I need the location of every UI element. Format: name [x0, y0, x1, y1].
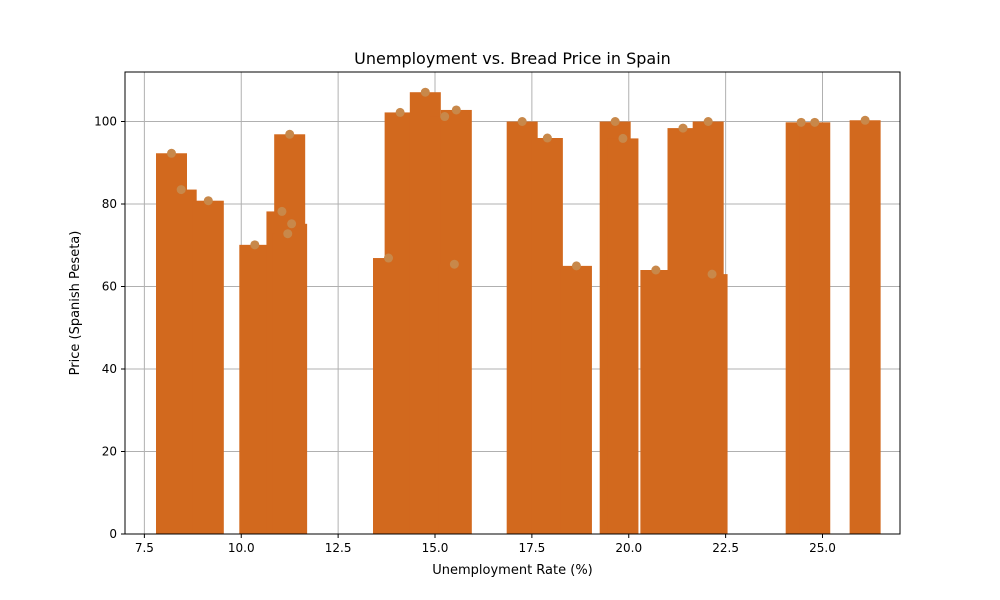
data-point: [796, 117, 806, 127]
data-point: [517, 117, 527, 126]
data-point: [451, 105, 461, 115]
data-point: [860, 115, 870, 125]
x-tick-label: 12.5: [325, 541, 352, 555]
data-point: [277, 206, 287, 216]
y-tick-label: 60: [102, 280, 117, 294]
bar: [165, 189, 197, 534]
bar: [849, 120, 881, 534]
bar: [607, 138, 639, 534]
data-point: [384, 253, 393, 263]
bar: [274, 134, 306, 534]
data-point: [287, 219, 297, 229]
data-point: [707, 269, 717, 279]
data-point: [203, 196, 213, 206]
bar: [696, 274, 728, 534]
data-point: [176, 185, 186, 195]
y-tick-label: 100: [94, 115, 117, 129]
x-tick-label: 7.5: [135, 541, 154, 555]
plot-frame: [124, 71, 901, 535]
bar: [799, 122, 831, 534]
bar: [560, 265, 592, 534]
data-point: [449, 259, 459, 269]
data-point: [571, 261, 581, 271]
bars: [156, 92, 881, 535]
data-point: [250, 240, 260, 250]
bar: [531, 138, 563, 534]
x-tick-label: 10.0: [228, 541, 255, 555]
bar: [640, 270, 672, 534]
chart-title: Unemployment vs. Bread Price in Spain: [354, 49, 671, 68]
x-axis: 7.5 10.0 12.5 15.0 17.5 20.0 22.5 25.0: [135, 534, 836, 555]
x-tick-label: 17.5: [519, 541, 546, 555]
data-point: [285, 129, 295, 139]
data-point: [420, 87, 430, 97]
points: [167, 87, 870, 279]
data-point: [678, 123, 688, 133]
x-tick-label: 20.0: [615, 541, 642, 555]
x-tick-label: 22.5: [712, 541, 739, 555]
y-axis: 0 20 40 60 80 100: [94, 115, 125, 541]
data-point: [618, 133, 628, 143]
y-tick-label: 20: [102, 445, 117, 459]
bar: [239, 244, 271, 534]
data-point: [395, 107, 405, 117]
y-tick-label: 0: [109, 527, 117, 541]
data-point: [810, 117, 820, 127]
bar: [192, 200, 224, 534]
x-tick-label: 15.0: [422, 541, 449, 555]
data-point: [610, 117, 620, 126]
data-point: [283, 229, 293, 239]
data-point: [703, 117, 713, 126]
x-tick-label: 25.0: [809, 541, 836, 555]
bar: [438, 264, 470, 534]
data-point: [542, 133, 552, 143]
data-point: [167, 148, 176, 158]
data-point: [651, 265, 661, 275]
x-axis-label: Unemployment Rate (%): [432, 563, 593, 578]
y-tick-label: 40: [102, 362, 117, 376]
y-tick-label: 80: [102, 197, 117, 211]
data-point: [440, 112, 450, 122]
y-axis-label: Price (Spanish Peseta): [68, 231, 83, 376]
